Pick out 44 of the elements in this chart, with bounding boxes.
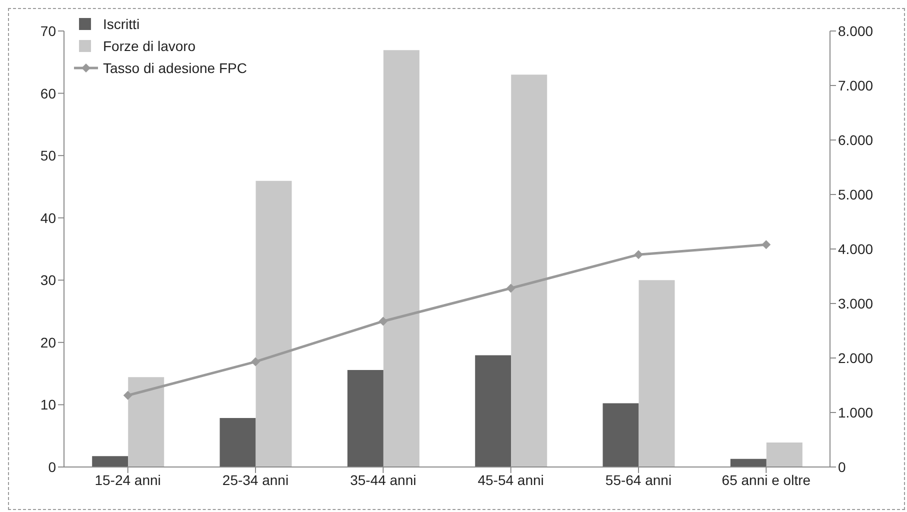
bar	[766, 442, 802, 467]
y-tick-label: 50	[40, 148, 56, 164]
x-tick-label: 25-34 anni	[222, 472, 289, 488]
bar	[511, 74, 548, 467]
point	[634, 250, 643, 260]
legend-label: Iscritti	[103, 16, 140, 32]
x-tick-label: 45-54 anni	[478, 472, 544, 488]
bar	[128, 377, 164, 467]
y2-tick-label: 6.000	[838, 132, 874, 148]
y2-tick-label: 8.000	[838, 22, 874, 39]
point	[762, 240, 771, 250]
bar	[347, 370, 384, 467]
bar	[383, 50, 420, 467]
bar	[92, 456, 128, 467]
bar	[638, 280, 675, 467]
x-tick-label: 35-44 anni	[350, 472, 416, 488]
point	[123, 390, 132, 400]
y-tick-label: 10	[40, 396, 56, 413]
y-tick-label: 20	[40, 334, 56, 350]
y2-tick-label: 1.000	[838, 404, 874, 420]
y2-tick-label: 3.000	[838, 295, 874, 312]
y2-tick-label: 2.000	[838, 350, 874, 366]
y-tick-label: 40	[40, 210, 56, 226]
y2-tick-label: 4.000	[838, 240, 874, 257]
y-tick-label: 0	[48, 458, 56, 475]
y2-tick-label: 0	[838, 458, 846, 475]
point	[506, 284, 516, 293]
y-tick-label: 70	[40, 22, 56, 39]
bar	[602, 403, 639, 467]
y2-tick-label: 7.000	[838, 77, 874, 94]
x-tick-label: 15-24 anni	[94, 472, 161, 488]
y-tick-label: 30	[40, 272, 56, 288]
legend-label: Tasso di adesione FPC	[103, 60, 247, 76]
y-tick-label: 60	[40, 85, 56, 102]
x-tick-label: 55-64 anni	[605, 472, 672, 488]
point	[378, 316, 388, 326]
point	[251, 357, 260, 366]
bar	[256, 180, 292, 467]
bar	[730, 458, 766, 467]
bar	[220, 418, 256, 467]
y2-tick-label: 5.000	[838, 186, 874, 202]
legend-label: Forze di lavoro	[103, 38, 196, 54]
bar	[475, 355, 512, 467]
x-tick-label: 65 anni e oltre	[722, 472, 811, 488]
